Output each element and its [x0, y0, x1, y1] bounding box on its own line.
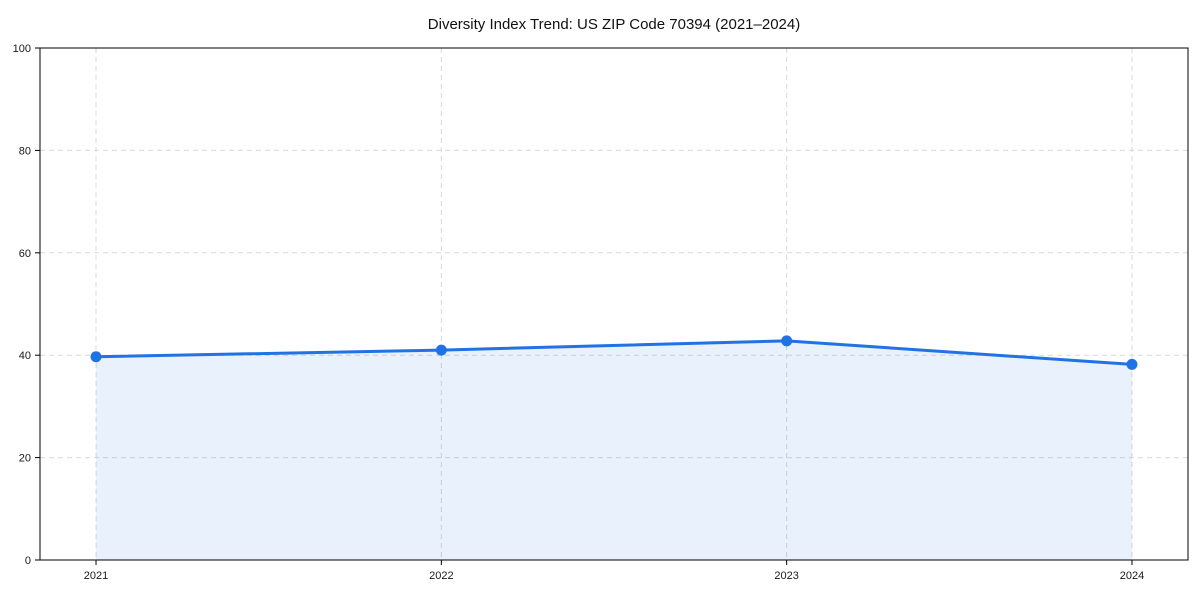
- plot-border: [39, 47, 1189, 561]
- y-tick-label-100: 100: [13, 43, 31, 55]
- y-tick-label-0: 0: [25, 555, 31, 567]
- vertical-gridlines: [95, 48, 1133, 560]
- x-axis: 2021 2022 2023 2024: [84, 560, 1144, 582]
- y-tick-label-20: 20: [19, 453, 31, 465]
- data-point-2021: [90, 351, 102, 363]
- data-points: [90, 335, 1138, 370]
- trend-line: [94, 339, 1134, 366]
- y-axis: 0 20 40 60 80 100: [13, 43, 40, 567]
- y-tick-label-60: 60: [19, 248, 31, 260]
- data-point-2023: [781, 335, 793, 347]
- chart-title: Diversity Index Trend: US ZIP Code 70394…: [428, 16, 800, 33]
- area-fill: [96, 340, 1132, 560]
- x-tick-label-2023: 2023: [774, 570, 798, 582]
- data-point-2024: [1126, 358, 1138, 370]
- x-tick-label-2022: 2022: [429, 570, 453, 582]
- y-tick-label-80: 80: [19, 145, 31, 157]
- plot-area: [40, 48, 1188, 560]
- y-tick-label-40: 40: [19, 350, 31, 362]
- x-tick-label-2024: 2024: [1120, 570, 1144, 582]
- x-tick-label-2021: 2021: [84, 570, 108, 582]
- data-point-2022: [435, 344, 447, 356]
